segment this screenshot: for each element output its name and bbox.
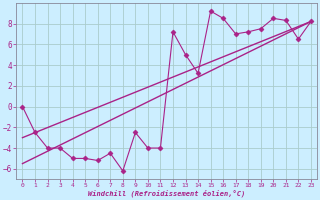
- X-axis label: Windchill (Refroidissement éolien,°C): Windchill (Refroidissement éolien,°C): [88, 190, 245, 197]
